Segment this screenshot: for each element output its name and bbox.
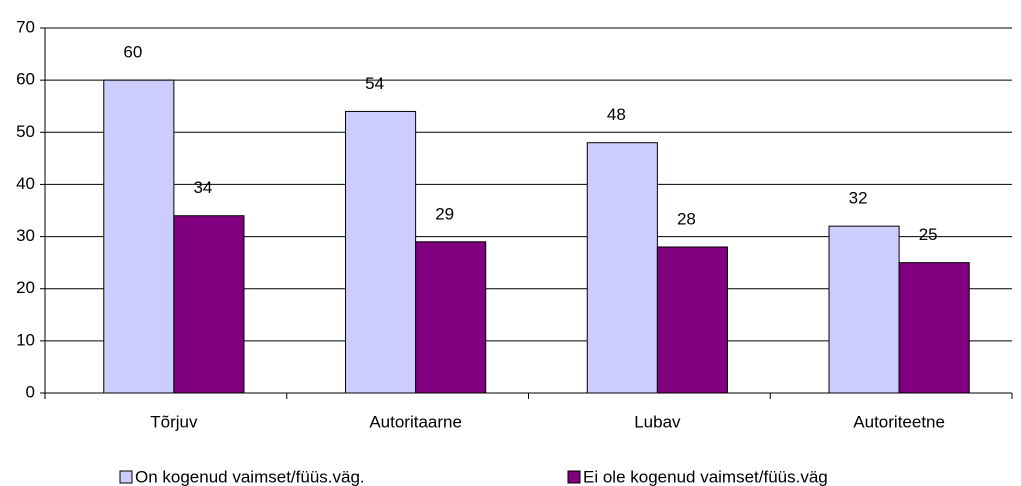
legend-label: On kogenud vaimset/füüs.väg. — [135, 467, 365, 486]
value-label: 34 — [193, 178, 212, 197]
bar — [103, 79, 175, 394]
value-label: 32 — [849, 189, 868, 208]
y-tick-label: 10 — [16, 330, 35, 349]
value-label: 28 — [677, 209, 696, 228]
y-tick-label: 30 — [16, 226, 35, 245]
legend-swatch — [567, 470, 581, 484]
value-label: 25 — [919, 225, 938, 244]
x-tick-label: Tõrjuv — [150, 412, 198, 431]
value-label: 48 — [607, 105, 626, 124]
value-label: 60 — [123, 43, 142, 62]
y-tick-label: 60 — [16, 70, 35, 89]
y-tick-label: 40 — [16, 174, 35, 193]
bar — [586, 142, 658, 394]
value-label: 54 — [365, 74, 384, 93]
y-tick-label: 0 — [26, 382, 35, 401]
bar — [898, 262, 970, 394]
bar — [656, 246, 728, 394]
x-tick-label: Autoriteetne — [853, 412, 945, 431]
legend-swatch — [119, 470, 133, 484]
bar — [415, 241, 487, 394]
y-tick-label: 70 — [16, 17, 35, 36]
x-tick-label: Lubav — [634, 412, 681, 431]
legend-label: Ei ole kogenud vaimset/füüs.väg — [583, 467, 828, 486]
bar — [345, 110, 417, 394]
bar — [828, 225, 900, 394]
x-tick-label: Autoritaarne — [369, 412, 462, 431]
y-tick-label: 20 — [16, 278, 35, 297]
bar — [173, 215, 245, 394]
y-tick-label: 50 — [16, 122, 35, 141]
value-label: 29 — [435, 204, 454, 223]
